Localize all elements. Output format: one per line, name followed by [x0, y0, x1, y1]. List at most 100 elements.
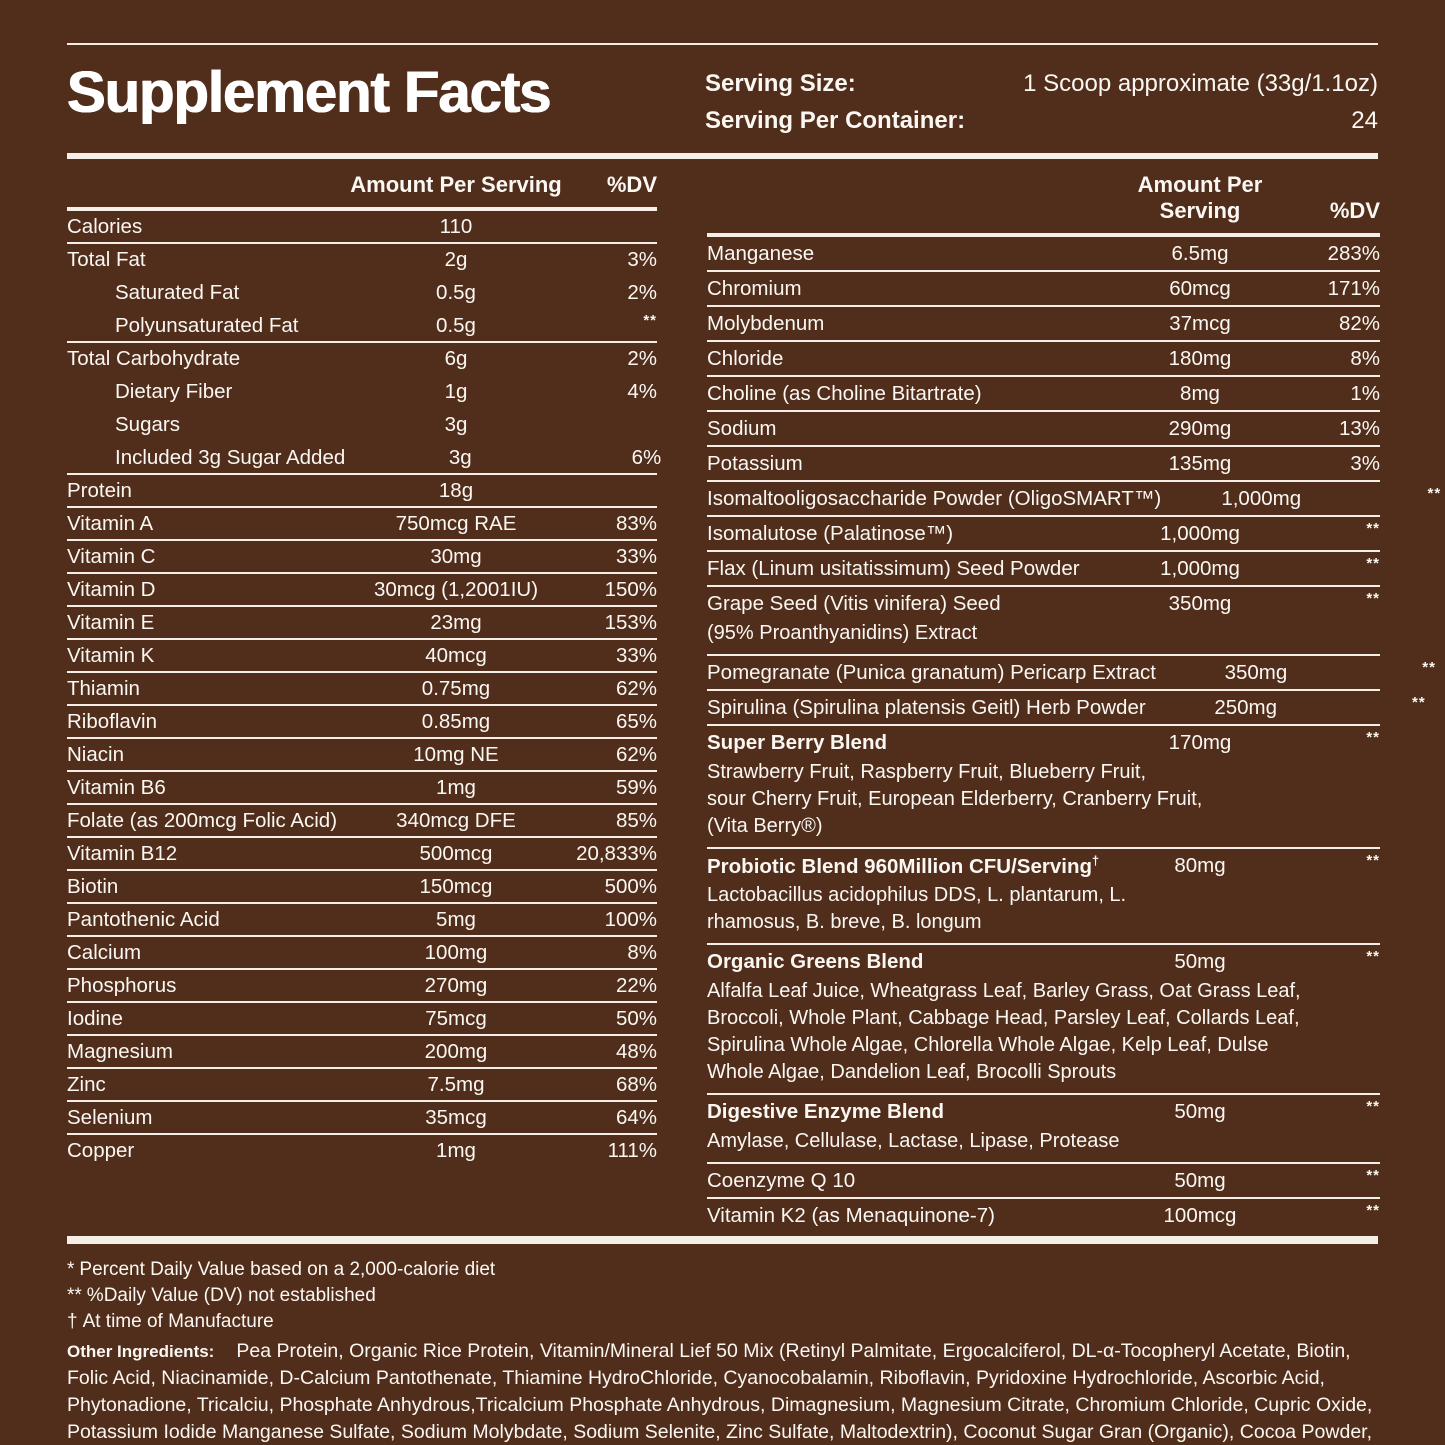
table-row: Vitamin K2 (as Menaquinone-7) 100mcg ** — [707, 1199, 1380, 1234]
nutrient-dv: 500% — [604, 874, 657, 898]
table-row: Included 3g Sugar Added 3g 6% — [67, 442, 661, 475]
nutrient-dv: 62% — [615, 676, 657, 700]
nutrient-amount: 10mg NE — [413, 742, 499, 766]
nutrient-dv: 171% — [1327, 276, 1380, 300]
nutrient-name: Flax (Linum usitatissimum) Seed Powder — [707, 556, 1080, 580]
table-header-divider — [707, 233, 1380, 237]
nutrient-name: Vitamin B12 — [67, 841, 178, 865]
table-row: Vitamin B6 1mg 59% — [67, 772, 657, 805]
nutrient-name: Sodium — [707, 416, 777, 440]
nutrient-dv: 111% — [607, 1138, 657, 1162]
nutrient-amount: 100mcg — [1163, 1203, 1237, 1227]
nutrient-name: Vitamin K2 (as Menaquinone-7) — [707, 1203, 995, 1227]
nutrient-amount: 3g — [444, 412, 468, 436]
table-header-divider — [67, 207, 657, 211]
table-row: Grape Seed (Vitis vinifera) Seed 350mg ** (… — [707, 587, 1380, 656]
table-row: Isomalutose (Palatinose™) 1,000mg ** — [707, 517, 1380, 552]
nutrient-name: Vitamin K — [67, 643, 155, 667]
nutrient-dv: 83% — [615, 511, 657, 535]
label-header: Supplement Facts Serving Size: 1 Scoop a… — [67, 45, 1378, 153]
nutrient-amount: 0.85mg — [421, 709, 491, 733]
nutrient-name: Manganese — [707, 241, 815, 265]
nutrient-dv: 50% — [615, 1006, 657, 1030]
table-row: Vitamin C 30mg 33% — [67, 541, 657, 574]
table-row: Molybdenum 37mcg 82% — [707, 307, 1380, 342]
nutrient-name: Vitamin A — [67, 511, 154, 535]
table-row: Copper 1mg 111% — [67, 1135, 657, 1168]
serving-container-value: 24 — [1351, 107, 1378, 134]
table-row: Thiamin 0.75mg 62% — [67, 673, 657, 706]
nutrient-dv: 65% — [615, 709, 657, 733]
nutrient-amount: 0.5g — [436, 313, 476, 337]
nutrient-amount: 500mcg — [419, 841, 493, 865]
ingredient-sub-line: (Vita Berry®) — [707, 815, 823, 837]
ingredient-sub-line: Strawberry Fruit, Raspberry Fruit, Blueb… — [707, 761, 1146, 783]
nutrient-amount: 6g — [444, 346, 468, 370]
table-row: Protein 18g — [67, 475, 657, 508]
nutrient-name: Included 3g Sugar Added — [115, 445, 346, 469]
nutrient-amount: 7.5mg — [427, 1072, 485, 1096]
nutrient-dv: 8% — [627, 940, 657, 964]
nutrient-amount: 80mg — [1174, 853, 1226, 877]
table-row: Super Berry Blend 170mg ** Strawberry Fruit… — [707, 726, 1380, 849]
serving-size-value: 1 Scoop approximate (33g/1.1oz) — [1023, 70, 1378, 97]
table-row: Chloride 180mg 8% — [707, 342, 1380, 377]
table-row: Sugars 3g — [67, 409, 657, 442]
amount-header: Amount Per Serving — [350, 172, 562, 197]
supplement-facts-label: Supplement Facts Serving Size: 1 Scoop a… — [0, 43, 1445, 1445]
nutrient-name: Potassium — [707, 451, 803, 475]
nutrient-amount: 340mcg DFE — [396, 808, 516, 832]
ingredient-sub-line: Broccoli, Whole Plant, Cabbage Head, Par… — [707, 1007, 1300, 1029]
footnote-manufacture: † At time of Manufacture — [67, 1309, 1378, 1335]
column-headers: Amount Per Serving %DV — [707, 159, 1380, 233]
nutrient-amount: 1g — [444, 379, 468, 403]
nutrient-dv: 33% — [615, 544, 657, 568]
table-row: Total Fat 2g 3% — [67, 244, 657, 277]
footnote-dv-basis: * Percent Daily Value based on a 2,000-ca… — [67, 1257, 1378, 1283]
nutrient-name: Organic Greens Blend — [707, 949, 924, 973]
nutrient-dv: 4% — [627, 379, 657, 403]
nutrient-amount: 0.5g — [436, 280, 476, 304]
nutrient-dv: 22% — [615, 973, 657, 997]
table-row: Flax (Linum usitatissimum) Seed Powder 1,… — [707, 552, 1380, 587]
nutrient-dv: 64% — [615, 1105, 657, 1129]
table-row: Riboflavin 0.85mg 65% — [67, 706, 657, 739]
nutrient-amount: 150mcg — [419, 874, 493, 898]
nutrient-dv: ** — [1366, 590, 1380, 607]
nutrient-amount: 37mcg — [1169, 311, 1231, 335]
table-row: Chromium 60mcg 171% — [707, 272, 1380, 307]
header-divider — [67, 153, 1378, 159]
nutrient-amount: 30mg — [430, 544, 482, 568]
column-headers: Amount Per Serving %DV — [67, 159, 657, 207]
footnote-text: %Daily Value (DV) not established — [86, 1285, 376, 1306]
nutrient-dv: ** — [1422, 659, 1436, 676]
nutrient-name: Calcium — [67, 940, 142, 964]
nutrient-name: Pomegranate (Punica granatum) Pericarp E… — [707, 660, 1156, 684]
table-row: Saturated Fat 0.5g 2% — [67, 277, 657, 310]
nutrient-amount: 750mcg RAE — [395, 511, 517, 535]
table-row: Pomegranate (Punica granatum) Pericarp E… — [707, 656, 1435, 691]
footnote-marker: ** — [67, 1285, 82, 1306]
nutrient-amount: 60mcg — [1169, 276, 1231, 300]
nutrient-dv: ** — [1366, 1167, 1380, 1184]
dv-header: %DV — [1329, 198, 1380, 223]
serving-container-row: Serving Per Container: 24 — [705, 102, 1378, 139]
table-row: Biotin 150mcg 500% — [67, 871, 657, 904]
nutrient-dv: ** — [1366, 555, 1380, 572]
other-ingredients: Other Ingredients: Pea Protein, Organic R… — [67, 1338, 1378, 1445]
table-row: Dietary Fiber 1g 4% — [67, 376, 657, 409]
nutrient-dv: 62% — [615, 742, 657, 766]
table-row: Organic Greens Blend 50mg ** Alfalfa Leaf J… — [707, 945, 1380, 1095]
nutrient-name: Grape Seed (Vitis vinifera) Seed — [707, 591, 1001, 615]
nutrient-name: Chloride — [707, 346, 784, 370]
table-row: Folate (as 200mcg Folic Acid) 340mcg DFE 8… — [67, 805, 657, 838]
table-row: Magnesium 200mg 48% — [67, 1036, 657, 1069]
nutrient-name: Vitamin B6 — [67, 775, 166, 799]
table-row: Zinc 7.5mg 68% — [67, 1069, 657, 1102]
table-row: Sodium 290mg 13% — [707, 412, 1380, 447]
table-row: Potassium 135mg 3% — [707, 447, 1380, 482]
nutrient-amount: 50mg — [1174, 949, 1226, 973]
nutrient-dv: ** — [643, 312, 657, 329]
table-row: Niacin 10mg NE 62% — [67, 739, 657, 772]
nutrient-dv: 13% — [1338, 416, 1380, 440]
